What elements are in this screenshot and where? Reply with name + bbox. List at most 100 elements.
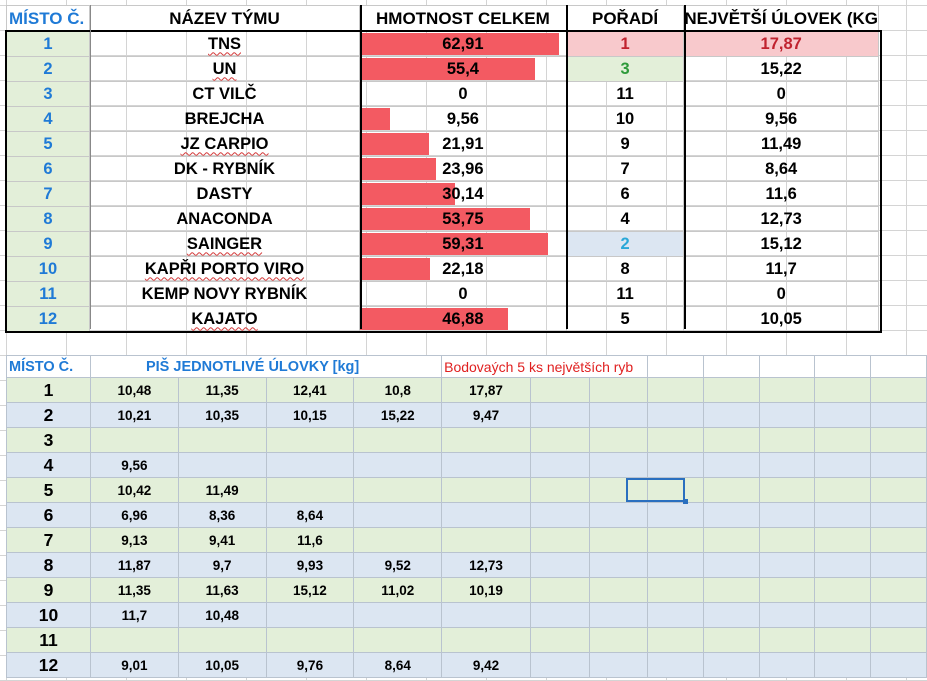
catch-weight-cell[interactable] (353, 502, 443, 528)
biggest-catch-cell[interactable]: 12,73 (683, 206, 879, 232)
catch-weight-cell[interactable]: 11,02 (353, 577, 443, 603)
empty-cell[interactable] (529, 652, 590, 678)
catch-weight-cell[interactable] (353, 527, 443, 553)
empty-cell[interactable] (529, 402, 590, 428)
biggest-catch-cell[interactable]: 11,6 (683, 181, 879, 207)
rank-cell[interactable]: 8 (565, 256, 685, 282)
catches-header-note[interactable]: Bodovaých 5 ks největších ryb (441, 355, 649, 378)
catch-weight-cell[interactable]: 12,73 (441, 552, 531, 578)
biggest-catch-cell[interactable]: 15,22 (683, 56, 879, 82)
empty-cell[interactable] (814, 527, 872, 553)
empty-cell[interactable] (588, 502, 649, 528)
empty-cell[interactable] (870, 602, 927, 628)
catch-weight-cell[interactable] (353, 627, 443, 653)
empty-cell[interactable] (758, 652, 816, 678)
catch-weight-cell[interactable] (89, 427, 179, 453)
rank-cell[interactable]: 9 (565, 131, 685, 157)
catches-place-number[interactable]: 2 (6, 402, 91, 428)
empty-cell[interactable] (588, 652, 649, 678)
empty-cell[interactable] (529, 502, 590, 528)
catches-place-number[interactable]: 4 (6, 452, 91, 478)
catch-weight-cell[interactable] (353, 602, 443, 628)
empty-cell[interactable] (814, 577, 872, 603)
catch-weight-cell[interactable] (177, 427, 267, 453)
catch-weight-cell[interactable]: 10,35 (177, 402, 267, 428)
catch-weight-cell[interactable] (177, 452, 267, 478)
rank-cell[interactable]: 2 (565, 231, 685, 257)
catch-weight-cell[interactable]: 8,36 (177, 502, 267, 528)
empty-cell[interactable] (588, 552, 649, 578)
total-weight-cell[interactable]: 55,4 (359, 56, 567, 82)
empty-cell[interactable] (647, 627, 704, 653)
empty-cell[interactable] (702, 552, 760, 578)
empty-cell[interactable] (647, 577, 704, 603)
empty-cell[interactable] (529, 427, 590, 453)
catch-weight-cell[interactable]: 17,87 (441, 377, 531, 403)
empty-cell[interactable] (702, 502, 760, 528)
empty-cell[interactable] (814, 452, 872, 478)
empty-cell[interactable] (529, 477, 590, 503)
empty-cell[interactable] (870, 402, 927, 428)
empty-cell[interactable] (588, 527, 649, 553)
team-place-number[interactable]: 8 (6, 206, 90, 232)
biggest-catch-cell[interactable]: 0 (683, 281, 879, 307)
team-place-number[interactable]: 6 (6, 156, 90, 182)
empty-cell[interactable] (702, 627, 760, 653)
rank-cell[interactable]: 6 (565, 181, 685, 207)
catch-weight-cell[interactable]: 8,64 (265, 502, 355, 528)
empty-cell[interactable] (758, 627, 816, 653)
empty-cell[interactable] (870, 552, 927, 578)
empty-cell[interactable] (647, 452, 704, 478)
catches-place-number[interactable]: 1 (6, 377, 91, 403)
empty-cell[interactable] (588, 627, 649, 653)
team-place-number[interactable]: 11 (6, 281, 90, 307)
empty-cell[interactable] (870, 627, 927, 653)
header-misto[interactable]: MÍSTO Č. (6, 5, 90, 32)
empty-cell[interactable] (529, 527, 590, 553)
empty-cell[interactable] (647, 502, 704, 528)
empty-cell[interactable] (702, 452, 760, 478)
catch-weight-cell[interactable]: 11,6 (265, 527, 355, 553)
empty-cell[interactable] (702, 602, 760, 628)
biggest-catch-cell[interactable]: 9,56 (683, 106, 879, 132)
team-name[interactable]: DK - RYBNÍK (88, 156, 361, 182)
empty-cell[interactable] (758, 477, 816, 503)
empty-cell[interactable] (870, 577, 927, 603)
catch-weight-cell[interactable] (353, 477, 443, 503)
team-place-number[interactable]: 7 (6, 181, 90, 207)
empty-cell[interactable] (814, 355, 872, 378)
empty-cell[interactable] (758, 402, 816, 428)
catches-place-number[interactable]: 3 (6, 427, 91, 453)
total-weight-cell[interactable]: 0 (359, 81, 567, 107)
empty-cell[interactable] (870, 502, 927, 528)
team-name[interactable]: KEMP NOVY RYBNÍK (88, 281, 361, 307)
header-hmotnost[interactable]: HMOTNOST CELKEM (359, 5, 567, 32)
team-place-number[interactable]: 12 (6, 306, 90, 332)
catch-weight-cell[interactable] (177, 627, 267, 653)
empty-cell[interactable] (647, 652, 704, 678)
empty-cell[interactable] (702, 355, 760, 378)
catches-place-number[interactable]: 7 (6, 527, 91, 553)
total-weight-cell[interactable]: 53,75 (359, 206, 567, 232)
catch-weight-cell[interactable] (265, 427, 355, 453)
catch-weight-cell[interactable]: 10,19 (441, 577, 531, 603)
empty-cell[interactable] (588, 427, 649, 453)
empty-cell[interactable] (647, 355, 704, 378)
team-name[interactable]: TNS (88, 31, 361, 57)
catches-place-number[interactable]: 8 (6, 552, 91, 578)
catch-weight-cell[interactable] (441, 427, 531, 453)
empty-cell[interactable] (529, 552, 590, 578)
catch-weight-cell[interactable] (441, 602, 531, 628)
catch-weight-cell[interactable]: 9,7 (177, 552, 267, 578)
biggest-catch-cell[interactable]: 11,49 (683, 131, 879, 157)
catch-weight-cell[interactable]: 9,13 (89, 527, 179, 553)
header-ulovek[interactable]: NEJVĚTŠÍ ÚLOVEK (KG (683, 5, 879, 32)
catch-weight-cell[interactable] (89, 627, 179, 653)
empty-cell[interactable] (758, 502, 816, 528)
catch-weight-cell[interactable]: 10,05 (177, 652, 267, 678)
team-place-number[interactable]: 2 (6, 56, 90, 82)
team-name[interactable]: DASTY (88, 181, 361, 207)
catch-weight-cell[interactable]: 11,35 (177, 377, 267, 403)
empty-cell[interactable] (702, 652, 760, 678)
empty-cell[interactable] (758, 427, 816, 453)
